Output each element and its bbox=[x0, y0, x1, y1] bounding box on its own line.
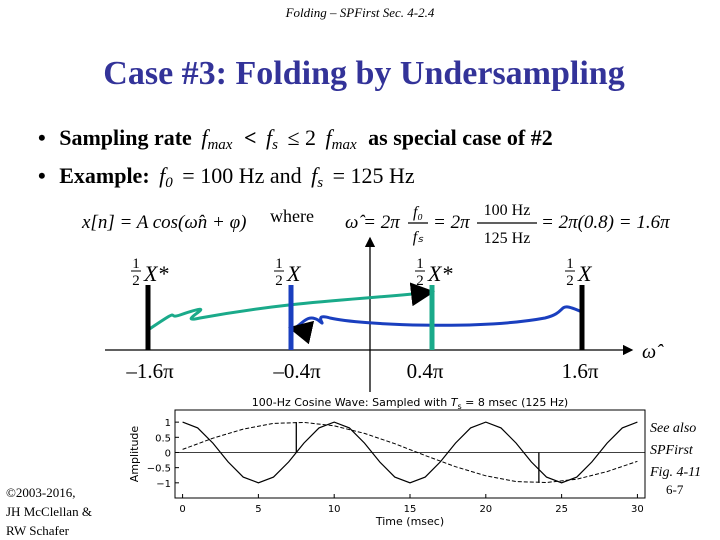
coefficient: 2 bbox=[132, 273, 140, 289]
axis-label: ω̂ bbox=[642, 341, 664, 363]
plot-title-text: 100-Hz Cosine Wave: Sampled with bbox=[252, 396, 447, 409]
equation: f₀ bbox=[413, 204, 423, 221]
bullet-text: Sampling rate bbox=[59, 125, 192, 150]
frequency-label: 1.6π bbox=[562, 359, 599, 383]
equation-text: where bbox=[270, 206, 314, 226]
equation: x[n] = A cos(ω̂n + φ) bbox=[81, 212, 246, 233]
plot-frame bbox=[174, 409, 646, 499]
subscript: s bbox=[317, 175, 323, 191]
y-tick-label: 0.5 bbox=[155, 433, 171, 444]
bullet-text: Example: bbox=[59, 163, 149, 188]
bullet-text: = 125 Hz bbox=[333, 163, 415, 188]
plot-title-text: = 8 msec (125 Hz) bbox=[465, 396, 568, 409]
bullet-text: = 100 Hz and bbox=[182, 163, 301, 188]
equation: fₛ bbox=[413, 229, 424, 246]
plot: 100-Hz Cosine Wave: Sampled with Ts = 8 … bbox=[128, 396, 646, 528]
folding-arrow bbox=[288, 305, 583, 345]
symbol: f bbox=[326, 125, 335, 150]
bullet-text: < bbox=[244, 125, 257, 150]
equation: 125 Hz bbox=[484, 230, 531, 247]
copyright-line: JH McClellan & bbox=[6, 504, 92, 519]
equation: ω̂ = 2π bbox=[345, 212, 400, 233]
see-also-line: SPFirst bbox=[650, 443, 694, 458]
y-tick-label: 0 bbox=[165, 448, 171, 459]
copyright-line: RW Schafer bbox=[6, 523, 70, 538]
bullet: • Sampling rate fmax < fs ≤ 2 fmax as sp… bbox=[38, 125, 553, 154]
slide-title: Case #3: Folding by Undersampling bbox=[103, 55, 624, 92]
waveform bbox=[182, 421, 638, 484]
x-tick-label: 10 bbox=[328, 504, 341, 515]
copyright: ©2003-2016, JH McClellan & RW Schafer bbox=[6, 485, 92, 538]
symbol: f bbox=[201, 125, 210, 150]
bullet-text: as special case of #2 bbox=[368, 125, 553, 150]
subscript: s bbox=[457, 402, 461, 411]
coefficient: 1 bbox=[416, 256, 424, 272]
x-tick-label: 5 bbox=[255, 504, 261, 515]
equation: = 2π(0.8) = 1.6π bbox=[541, 212, 670, 233]
header: Folding – SPFirst Sec. 4-2.4 bbox=[285, 5, 435, 20]
bullet-text: ≤ 2 bbox=[287, 125, 316, 150]
symbol: f bbox=[311, 163, 320, 188]
equation: 100 Hz bbox=[484, 202, 531, 219]
equation: = 2π bbox=[433, 212, 470, 233]
coefficient: 1 bbox=[566, 256, 574, 272]
coefficient: 2 bbox=[275, 273, 283, 289]
bullet: • Example: f0 = 100 Hz and fs = 125 Hz bbox=[38, 163, 415, 192]
frequency-label: 0.4π bbox=[407, 359, 444, 383]
coefficient: 2 bbox=[416, 273, 424, 289]
x-tick-label: 0 bbox=[179, 504, 185, 515]
x-tick-label: 15 bbox=[404, 504, 417, 515]
x-tick-label: 30 bbox=[631, 504, 644, 515]
see-also-line: See also bbox=[650, 421, 696, 436]
frequency-label: –0.4π bbox=[272, 359, 321, 383]
see-also-line: Fig. 4-11 bbox=[649, 465, 701, 480]
subscript: 0 bbox=[165, 175, 173, 191]
symbol: T bbox=[451, 396, 459, 409]
spectrum-label: X* bbox=[143, 261, 168, 286]
x-tick-label: 20 bbox=[479, 504, 492, 515]
y-tick-label: 1 bbox=[165, 418, 171, 429]
subscript: max bbox=[332, 137, 357, 153]
subscript: s bbox=[272, 137, 278, 153]
folding-arrow bbox=[147, 282, 435, 332]
y-tick-label: −0.5 bbox=[147, 464, 171, 475]
frequency-label: –1.6π bbox=[125, 359, 174, 383]
x-axis-label: Time (msec) bbox=[375, 515, 444, 528]
see-also: See also SPFirst Fig. 4-11 bbox=[649, 421, 701, 480]
coefficient: 1 bbox=[275, 256, 283, 272]
waveform bbox=[182, 421, 638, 484]
spectrum-label: X bbox=[286, 261, 302, 286]
x-tick-label: 25 bbox=[555, 504, 568, 515]
spectrum-label: X bbox=[577, 261, 593, 286]
coefficient: 2 bbox=[566, 273, 574, 289]
y-tick-label: −1 bbox=[156, 479, 171, 490]
spectrum-label: X* bbox=[427, 261, 452, 286]
coefficient: 1 bbox=[132, 256, 140, 272]
symbol: f bbox=[159, 163, 168, 188]
subscript: max bbox=[207, 137, 232, 153]
plot-title: 100-Hz Cosine Wave: Sampled with Ts = 8 … bbox=[252, 396, 568, 412]
y-axis-label: Amplitude bbox=[128, 426, 141, 483]
page-number: 6-7 bbox=[666, 482, 684, 497]
symbol: f bbox=[266, 125, 275, 150]
copyright-line: ©2003-2016, bbox=[6, 485, 75, 500]
